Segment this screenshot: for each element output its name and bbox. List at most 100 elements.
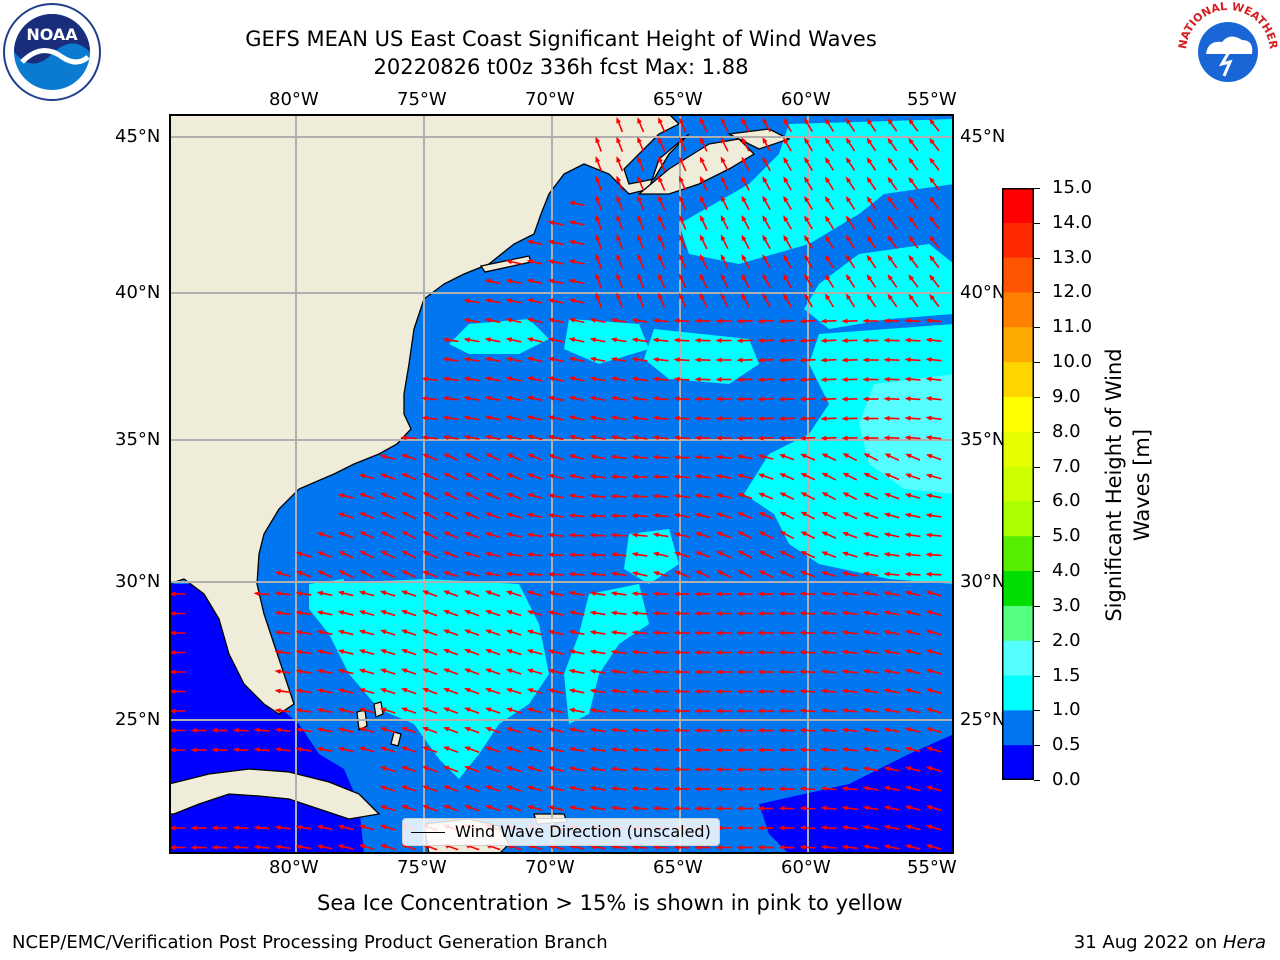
wave-direction-arrow — [904, 532, 921, 538]
wave-direction-arrow — [505, 590, 522, 597]
wave-direction-arrow — [337, 746, 354, 753]
wave-direction-arrow — [741, 293, 750, 308]
colorbar-segment — [1002, 605, 1034, 642]
wave-direction-arrow — [841, 591, 858, 597]
wave-direction-arrow — [401, 765, 417, 773]
wave-direction-arrow — [887, 235, 898, 249]
wave-direction-arrow — [673, 727, 690, 733]
wave-direction-arrow — [652, 376, 669, 382]
wave-direction-arrow — [526, 239, 543, 246]
wave-direction-arrow — [505, 259, 522, 265]
wave-direction-arrow — [820, 610, 837, 616]
wave-direction-arrow — [443, 804, 459, 812]
wave-direction-arrow — [841, 396, 858, 402]
wave-direction-arrow — [736, 766, 753, 772]
wave-direction-arrow — [442, 337, 459, 343]
wave-direction-arrow — [715, 512, 732, 519]
wave-direction-arrow — [720, 137, 729, 152]
wave-direction-arrow — [757, 688, 774, 694]
wave-direction-arrow — [295, 649, 312, 655]
wave-direction-arrow — [358, 629, 375, 636]
wave-direction-arrow — [401, 609, 417, 617]
wave-direction-arrow — [883, 824, 900, 831]
wave-direction-arrow — [652, 513, 669, 519]
wave-direction-arrow — [883, 707, 900, 714]
wave-direction-arrow — [631, 435, 648, 440]
wave-direction-arrow — [631, 532, 648, 538]
wave-direction-arrow — [211, 844, 228, 850]
wave-direction-arrow — [568, 337, 585, 343]
wave-direction-arrow — [741, 176, 750, 191]
wave-direction-arrow — [658, 156, 666, 172]
wave-direction-arrow — [904, 415, 921, 421]
wave-direction-arrow — [715, 337, 732, 343]
wave-direction-arrow — [547, 552, 564, 558]
wave-direction-arrow — [694, 669, 711, 675]
wave-direction-arrow — [526, 610, 543, 617]
wave-direction-arrow — [841, 786, 858, 792]
wave-direction-arrow — [736, 630, 753, 636]
wave-direction-arrow — [779, 473, 795, 481]
wave-direction-arrow — [883, 337, 900, 343]
wave-direction-arrow — [887, 254, 898, 269]
wave-direction-arrow — [715, 473, 732, 479]
wave-direction-arrow — [568, 785, 585, 792]
wave-direction-arrow — [862, 629, 879, 635]
wave-direction-arrow — [925, 473, 942, 480]
wave-direction-arrow — [358, 746, 375, 753]
wave-direction-arrow — [589, 532, 606, 538]
wave-direction-arrow — [824, 195, 835, 210]
wave-direction-arrow — [783, 234, 792, 250]
wave-direction-arrow — [799, 805, 816, 811]
wave-direction-arrow — [211, 747, 228, 753]
lat-label-left-25n: 25°N — [115, 709, 161, 730]
wave-direction-arrow — [568, 376, 585, 382]
wave-direction-arrow — [547, 239, 564, 246]
colorbar-tick-label: 0.0 — [1052, 769, 1081, 790]
wave-direction-arrow — [883, 357, 900, 363]
wave-direction-arrow — [799, 669, 816, 675]
lon-label-top-65w: 65°W — [653, 89, 703, 110]
wave-direction-arrow — [883, 318, 900, 324]
wave-direction-arrow — [778, 766, 795, 772]
wave-direction-arrow — [547, 746, 564, 753]
wave-direction-arrow — [652, 571, 669, 578]
wave-direction-arrow — [337, 590, 354, 597]
wave-direction-arrow — [866, 274, 877, 288]
wave-direction-arrow — [925, 357, 942, 363]
wave-direction-arrow — [616, 273, 624, 289]
wave-direction-arrow — [379, 707, 396, 714]
wave-direction-arrow — [841, 416, 858, 422]
wave-direction-arrow — [610, 688, 627, 694]
wave-direction-arrow — [637, 253, 645, 269]
wave-direction-arrow — [652, 318, 669, 324]
wave-direction-arrow — [778, 708, 795, 714]
wave-direction-arrow — [443, 629, 459, 636]
wave-direction-arrow — [757, 844, 774, 850]
wave-direction-arrow — [862, 435, 879, 441]
wave-direction-arrow — [568, 610, 585, 616]
wave-direction-arrow — [799, 844, 816, 850]
wave-direction-arrow — [804, 293, 814, 308]
colorbar-segment — [1002, 257, 1034, 293]
wave-direction-arrow — [337, 512, 354, 519]
wave-direction-arrow — [736, 649, 753, 655]
wave-direction-arrow — [401, 454, 417, 461]
wave-direction-arrow — [253, 747, 270, 753]
wave-direction-arrow — [863, 453, 879, 462]
wave-direction-arrow — [568, 220, 585, 226]
wave-direction-arrow — [484, 337, 501, 343]
wave-direction-arrow — [379, 590, 396, 597]
wave-direction-arrow — [658, 253, 666, 269]
wave-direction-arrow — [679, 195, 687, 211]
wave-direction-arrow — [568, 746, 585, 753]
wave-direction-arrow — [778, 747, 795, 753]
wave-direction-arrow — [463, 337, 480, 343]
wave-direction-arrow — [883, 532, 900, 538]
wave-direction-arrow — [547, 571, 564, 577]
wave-direction-arrow — [694, 805, 711, 811]
wave-direction-arrow — [866, 176, 877, 191]
wave-direction-arrow — [631, 337, 648, 343]
wave-direction-arrow — [904, 435, 921, 441]
wave-direction-arrow — [274, 727, 291, 733]
